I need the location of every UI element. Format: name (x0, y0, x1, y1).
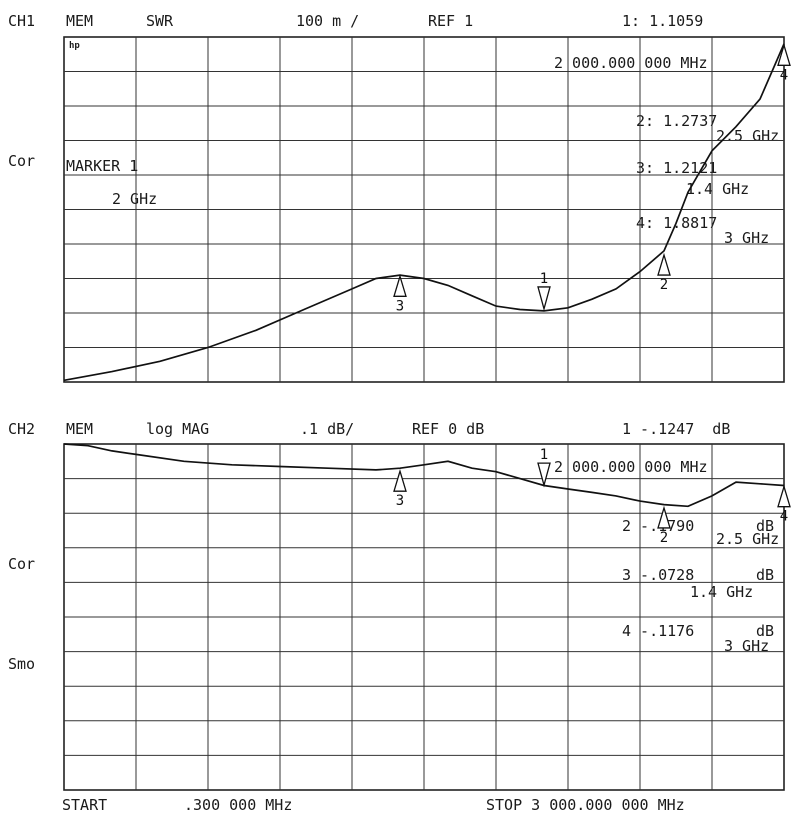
ch2-smo-label: Smo (8, 655, 36, 673)
start-label: START (62, 796, 108, 814)
ch1-mem-label: MEM (66, 12, 94, 30)
ch1-marker-2 (657, 252, 671, 276)
ch1-scale-label: 100 m / (296, 12, 360, 30)
ch2-marker-label-3: 3 (396, 493, 404, 509)
ch2-scale-label: .1 dB/ (300, 420, 355, 438)
ch1-marker-label-1: 1 (540, 271, 548, 287)
ch2-marker-label-4: 4 (780, 509, 788, 525)
ch2-active-marker: 1 -.1247 dB (622, 420, 731, 438)
ch1-marker-label-2: 2 (660, 277, 668, 293)
ch1-format-label: SWR (146, 12, 174, 30)
stop-label: STOP 3 000.000 000 MHz (486, 796, 685, 814)
ch2-marker-label-2: 2 (660, 530, 668, 546)
hp-logo: hp (69, 41, 80, 51)
ch1-label: CH1 (8, 12, 36, 30)
ch2-marker-list-4-unit: dB (756, 622, 775, 640)
ch2-marker-list-2-freq: 2.5 GHz (716, 530, 780, 548)
ch2-marker-1 (537, 462, 551, 488)
ch2-marker-list-4-freq: 3 GHz (724, 637, 770, 655)
ch1-active-marker: 1: 1.1059 (622, 12, 704, 30)
ch1-marker-list-4: 4: 1.8817 (636, 214, 718, 232)
ch1-trace (63, 43, 785, 382)
ch1-ref-label: REF 1 (428, 12, 474, 30)
ch2-marker-list-3-unit: dB (756, 566, 775, 584)
ch2-marker-label-1: 1 (540, 447, 548, 463)
ch2-marker-4 (777, 484, 791, 508)
ch1-marker-label-3: 3 (396, 298, 404, 314)
ch1-marker-freq: 2 000.000 000 MHz (554, 54, 708, 72)
ch2-marker-list-3: 3 -.0728 (622, 566, 695, 584)
ch2-marker-freq: 2 000.000 000 MHz (554, 458, 708, 476)
ch1-marker-box-line2: 2 GHz (112, 190, 158, 208)
ch2-marker-list-4: 4 -.1176 (622, 622, 695, 640)
ch2-label: CH2 (8, 420, 36, 438)
ch1-marker-1 (537, 286, 551, 312)
ch2-ref-label: REF 0 dB (412, 420, 485, 438)
ch2-cor-label: Cor (8, 555, 36, 573)
ch1-marker-box-line1: MARKER 1 (66, 157, 139, 175)
ch2-trace (64, 443, 785, 508)
ch2-marker-3 (393, 468, 407, 492)
ch1-marker-label-4: 4 (780, 67, 788, 83)
ch2-format-label: log MAG (146, 420, 210, 438)
ch1-marker-3 (393, 274, 407, 297)
ch1-marker-4 (777, 43, 791, 66)
ch2-marker-list-3-freq: 1.4 GHz (690, 583, 754, 601)
ch2-mem-label: MEM (66, 420, 94, 438)
ch1-cor-label: Cor (8, 152, 36, 170)
start-value: .300 000 MHz (184, 796, 293, 814)
ch2-marker-list-2-unit: dB (756, 517, 775, 535)
ch1-marker-list-4-freq: 3 GHz (724, 229, 770, 247)
ch2-marker-2 (657, 505, 671, 529)
ch1-marker-list-2: 2: 1.2737 (636, 112, 718, 130)
